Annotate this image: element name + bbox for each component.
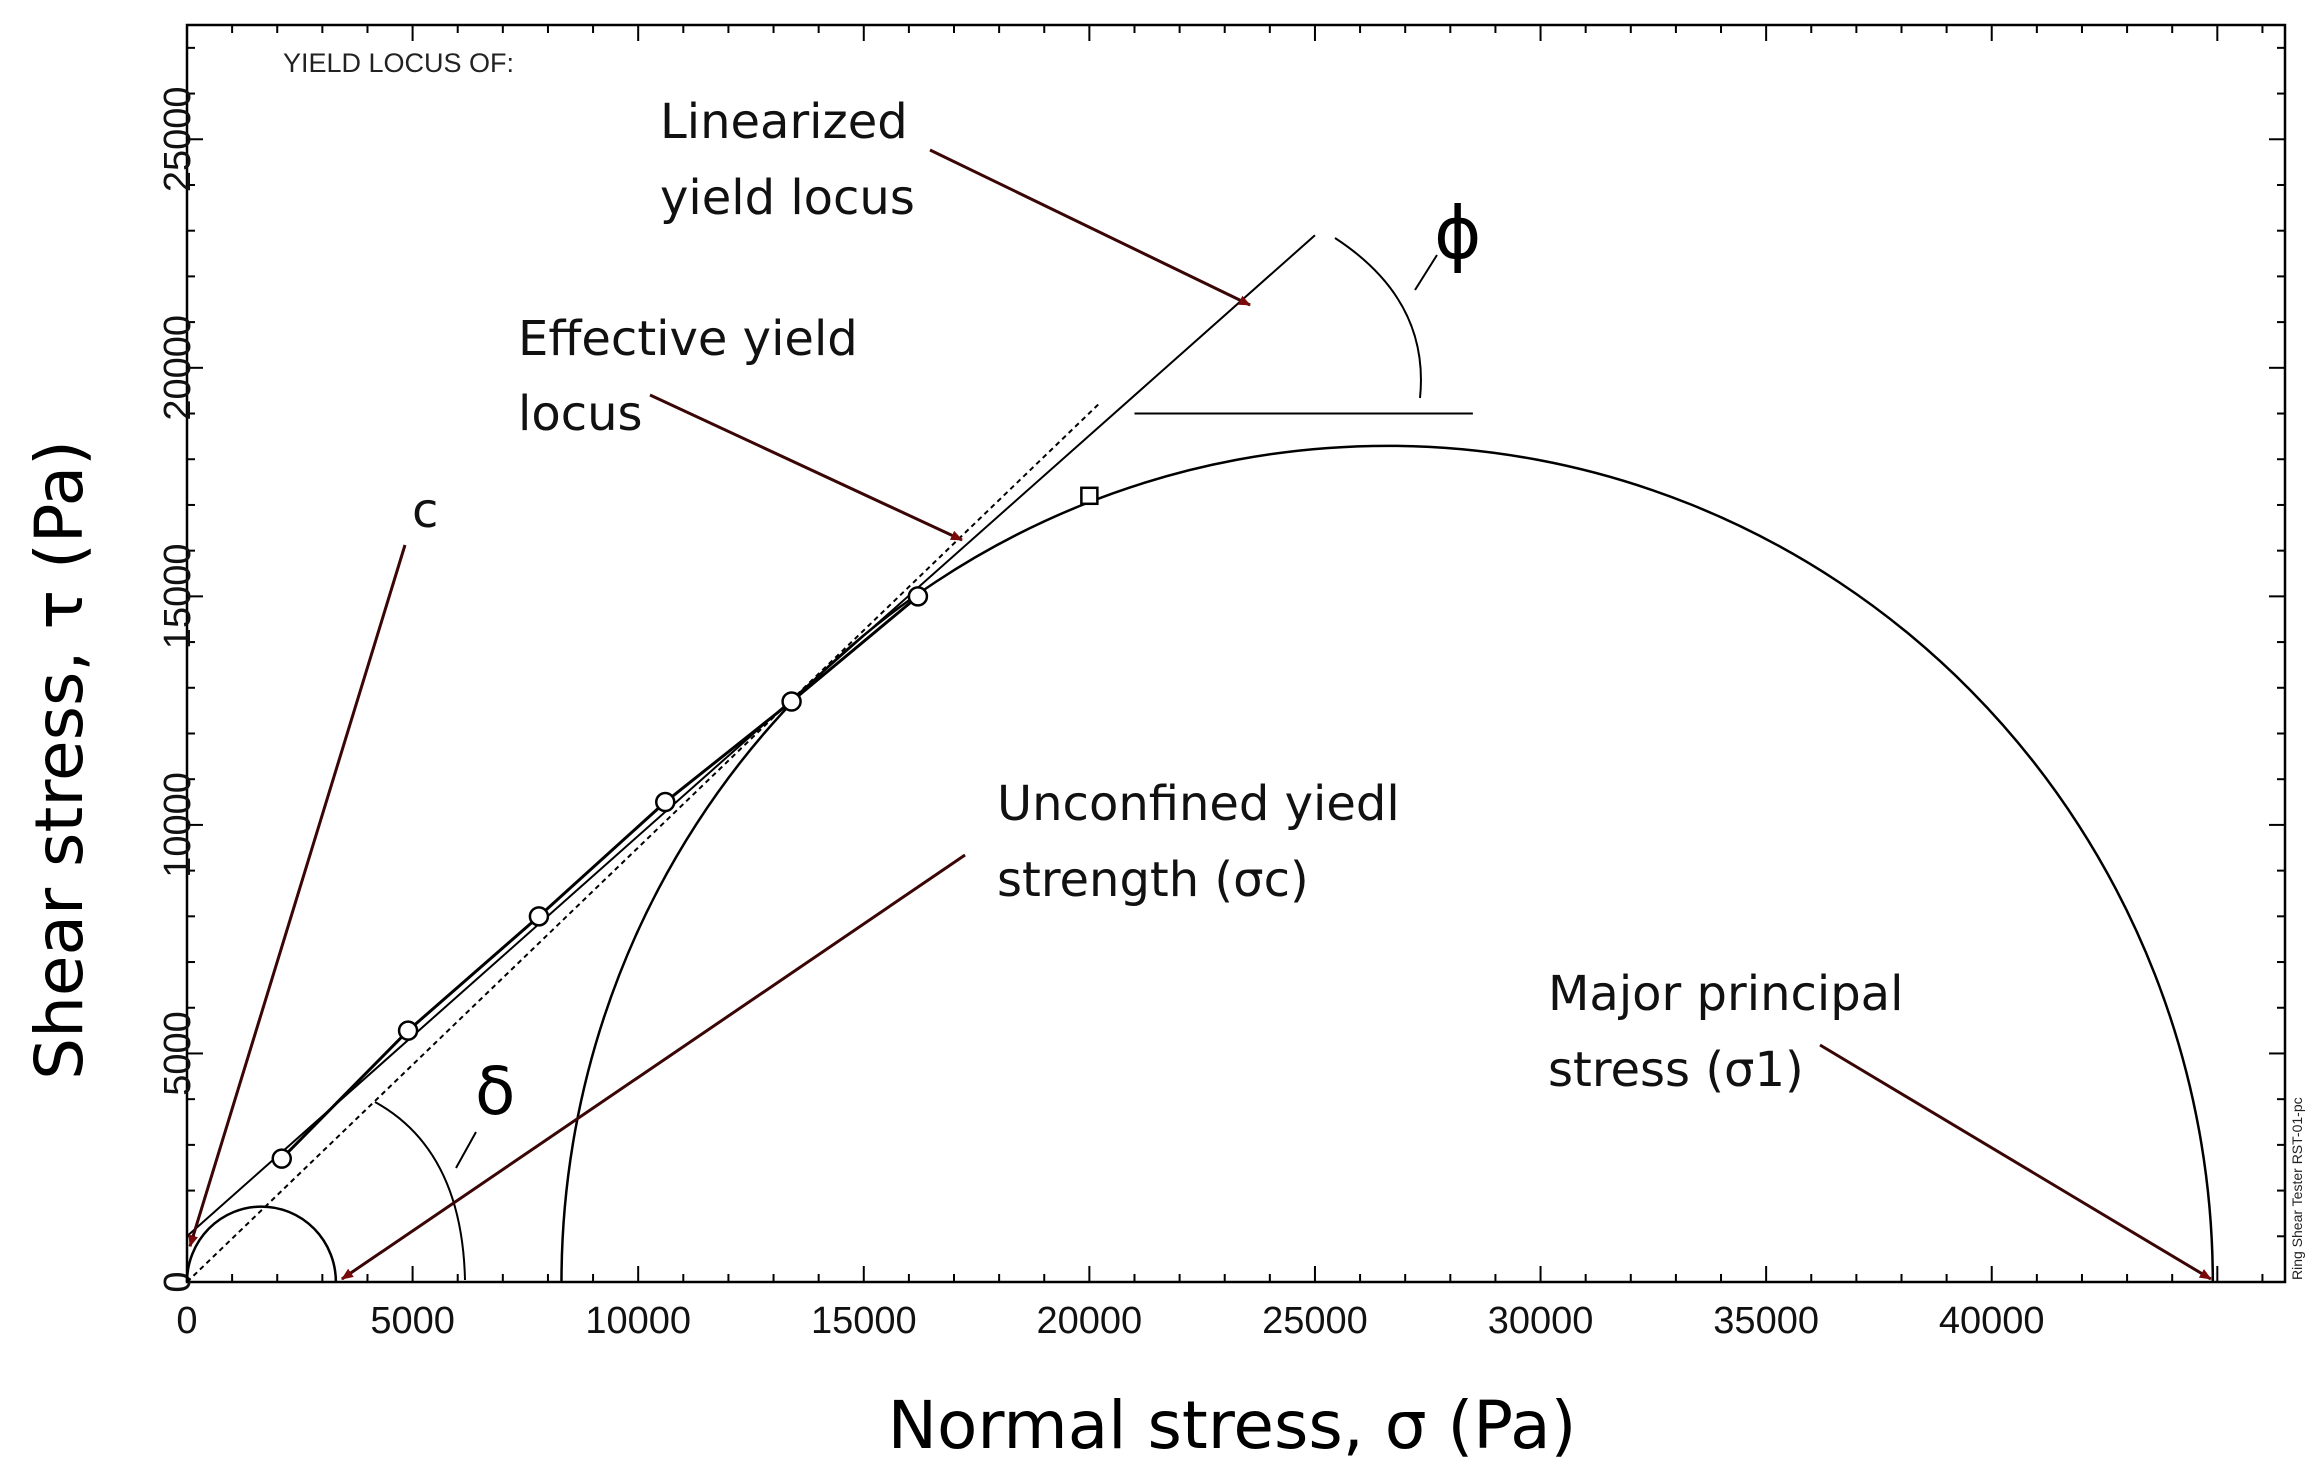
x-tick-label: 0 xyxy=(176,1300,197,1342)
axis-ticks xyxy=(186,25,2285,1283)
yield-locus-point xyxy=(397,1020,419,1041)
x-tick-label: 10000 xyxy=(585,1300,691,1342)
x-tick-label: 35000 xyxy=(1713,1300,1819,1342)
arrow-major xyxy=(1819,1043,2212,1281)
y-tick-label: 15000 xyxy=(157,544,199,650)
x-tick-label: 30000 xyxy=(1488,1300,1594,1342)
yield-locus-point xyxy=(781,691,802,712)
delta-angle-arc xyxy=(374,1101,466,1281)
plot-frame xyxy=(185,23,2287,1284)
annotation-effective-line1: Effective yield xyxy=(518,311,858,367)
x-tick-label: 20000 xyxy=(1037,1300,1143,1342)
mohr-circle-unconfined xyxy=(185,1205,338,1283)
arrow-cohesion xyxy=(188,544,407,1248)
arrow-effective xyxy=(649,393,963,542)
phi-angle-arc xyxy=(1334,237,1422,399)
x-tick-label: 5000 xyxy=(370,1300,455,1342)
y-tick-label: 10000 xyxy=(157,772,199,878)
y-tick-label: 25000 xyxy=(157,86,199,192)
y-axis-title: Shear stress, τ (Pa) xyxy=(21,440,98,1080)
side-label: Ring Shear Tester RST-01-pc xyxy=(2289,1097,2305,1280)
arrow-unconfined xyxy=(341,853,966,1281)
yield-locus-line xyxy=(280,595,919,1160)
preshear-point xyxy=(1080,486,1099,506)
annotation-unconfined-line2: strength (σc) xyxy=(997,852,1309,908)
axis-tick-labels: 0 5000 10000 15000 20000 25000 30000 35000 40000… xyxy=(157,86,2045,1342)
annotation-unconfined-line1: Unconfined yiedl xyxy=(997,776,1400,832)
x-tick-label: 40000 xyxy=(1939,1300,2045,1342)
yield-locus-point xyxy=(271,1148,292,1169)
annotation-major-line1: Major principal xyxy=(1548,966,1903,1022)
annotation-linearized-line2: yield locus xyxy=(660,170,915,226)
annotation-phi: ϕ xyxy=(1434,191,1482,275)
annotation-major-line2: stress (σ1) xyxy=(1548,1042,1804,1098)
x-tick-label: 15000 xyxy=(811,1300,917,1342)
chart-title: YIELD LOCUS OF: xyxy=(283,48,514,78)
linearized-yield-locus-line xyxy=(186,234,1316,1238)
chart-curves xyxy=(185,234,2215,1283)
mohr-circle-major xyxy=(560,444,2215,1283)
y-tick-label: 0 xyxy=(157,1271,199,1292)
y-tick-label: 5000 xyxy=(157,1011,199,1096)
annotations xyxy=(188,148,2212,1281)
effective-yield-locus-line xyxy=(186,403,1100,1283)
annotation-delta: δ xyxy=(475,1053,515,1130)
arrow-linearized xyxy=(929,148,1251,307)
yield-locus-point xyxy=(907,586,929,607)
annotation-cohesion: c xyxy=(412,483,438,539)
annotation-effective-line2: locus xyxy=(518,386,643,442)
delta-leader xyxy=(455,1131,477,1169)
x-axis-title: Normal stress, σ (Pa) xyxy=(888,1387,1577,1464)
phi-leader xyxy=(1414,254,1438,291)
data-markers xyxy=(271,486,1099,1169)
x-tick-label: 25000 xyxy=(1262,1300,1368,1342)
annotation-linearized-line1: Linearized xyxy=(660,94,908,150)
y-tick-label: 20000 xyxy=(157,315,199,421)
yield-locus-point xyxy=(528,906,550,927)
yield-locus-point xyxy=(655,791,676,813)
